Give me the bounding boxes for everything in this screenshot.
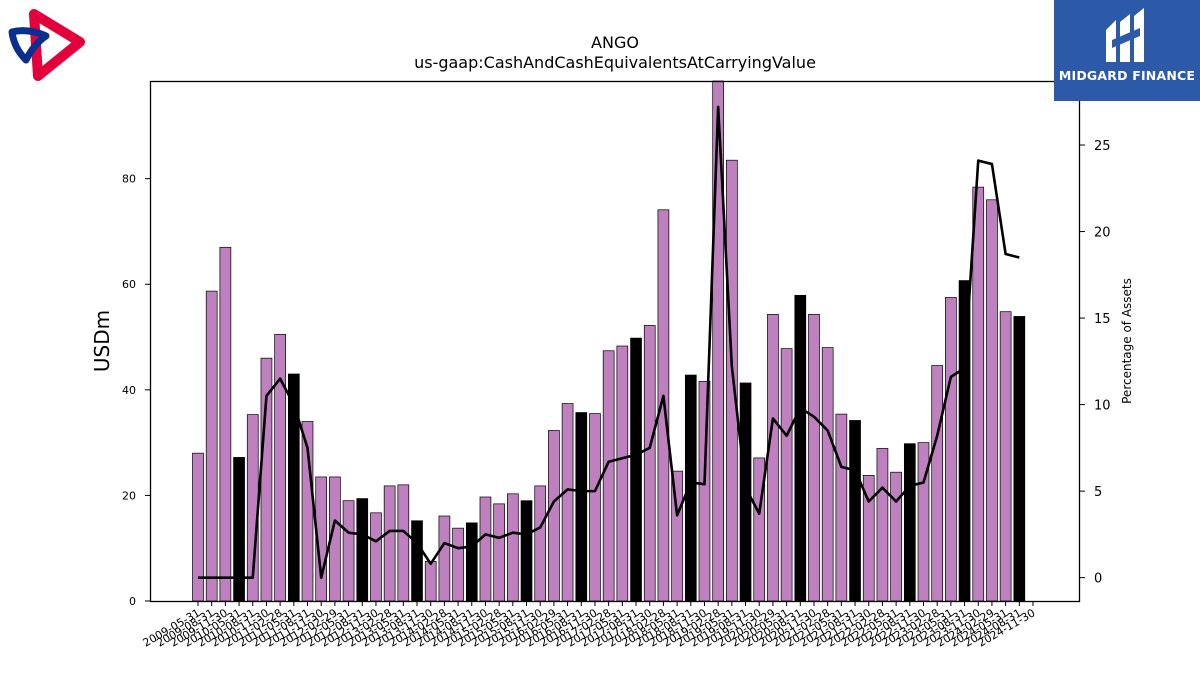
- bar: [794, 294, 807, 602]
- bar: [767, 313, 779, 602]
- y-tick-label: 80: [122, 173, 136, 186]
- bar: [945, 297, 957, 602]
- bar: [931, 365, 944, 602]
- bar: [589, 413, 601, 602]
- plot-frame: [149, 80, 1081, 603]
- y-tick-label: 0: [129, 595, 136, 608]
- bar: [643, 325, 656, 602]
- y2-tick-label: 5: [1094, 485, 1102, 500]
- bar: [999, 311, 1012, 602]
- bar: [383, 485, 396, 602]
- bar: [986, 199, 998, 602]
- bar: [507, 493, 519, 602]
- x-axis: 2009-05-312009-08-312009-11-302010-05-31…: [141, 601, 1038, 650]
- bar: [479, 496, 492, 602]
- chart-subtitle: us-gaap:CashAndCashEquivalentsAtCarrying…: [414, 53, 816, 72]
- y2-axis-label: Percentage of Assets: [1120, 278, 1134, 404]
- percentage-line-group: [198, 105, 1020, 579]
- y2-tick-label: 0: [1094, 572, 1102, 587]
- bar: [465, 522, 478, 602]
- bar: [739, 382, 752, 602]
- bar: [561, 403, 574, 602]
- bar: [438, 515, 451, 602]
- y-axis-left: 0 20 40 60 80: [122, 173, 150, 608]
- y-tick-label: 60: [122, 278, 136, 291]
- bar: [575, 412, 588, 602]
- bar: [534, 485, 547, 602]
- percentage-line: [198, 105, 1020, 579]
- y2-tick-label: 10: [1094, 399, 1111, 414]
- bar: [849, 420, 861, 602]
- y2-tick-label: 20: [1094, 226, 1111, 241]
- bar: [876, 448, 889, 602]
- y2-tick-label: 15: [1094, 312, 1111, 327]
- bar: [493, 503, 505, 602]
- bar: [903, 443, 916, 602]
- brand-logo-icon: [4, 8, 86, 82]
- bar: [602, 350, 615, 602]
- y-axis-label: USDm: [90, 310, 114, 372]
- bar: [616, 345, 629, 602]
- bar: [411, 520, 423, 602]
- bar: [548, 430, 560, 602]
- bar: [821, 347, 834, 602]
- bar: [219, 246, 232, 602]
- bar: [233, 457, 245, 602]
- bar: [452, 527, 464, 602]
- y-axis-right: 0 5 10 15 20 25: [1080, 139, 1111, 587]
- bar: [520, 500, 533, 602]
- bars: [192, 80, 1026, 602]
- bar: [274, 334, 286, 602]
- bar: [726, 159, 738, 602]
- bar: [630, 337, 642, 602]
- bar: [972, 186, 985, 602]
- bar: [1013, 316, 1026, 602]
- bar: [684, 374, 697, 602]
- bar: [342, 500, 355, 602]
- bar: [424, 561, 437, 602]
- y-tick-label: 20: [122, 489, 136, 502]
- bar: [808, 313, 820, 602]
- bar: [835, 413, 848, 602]
- bar: [356, 498, 369, 602]
- bar: [780, 348, 793, 602]
- midgard-logo-icon: [1106, 8, 1144, 62]
- bar: [205, 290, 218, 602]
- chart-title: ANGO: [591, 33, 639, 52]
- logo-text: MIDGARD FINANCE: [1058, 68, 1196, 83]
- y-tick-label: 40: [122, 384, 136, 397]
- bar: [370, 512, 382, 602]
- bar: [397, 484, 410, 602]
- y2-tick-label: 25: [1094, 139, 1111, 154]
- bar: [890, 471, 902, 602]
- midgard-finance-logo: MIDGARD FINANCE: [1054, 0, 1200, 101]
